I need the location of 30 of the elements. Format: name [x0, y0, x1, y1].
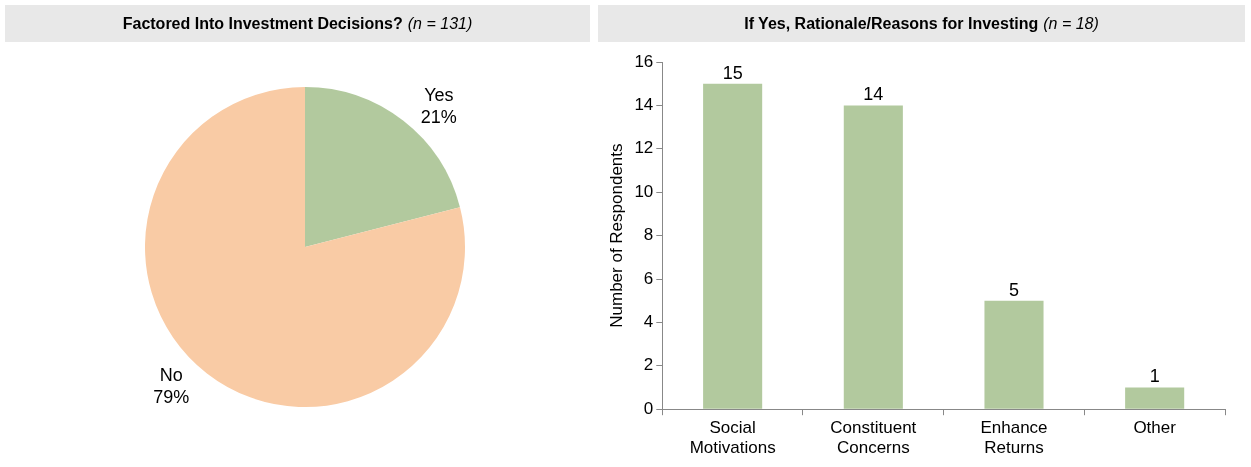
data-label: 1: [1149, 366, 1160, 387]
y-tick-label: 0: [643, 398, 654, 418]
y-tick-label: 8: [643, 225, 654, 245]
chart-subtitle: (n = 131): [407, 14, 473, 33]
y-axis-title: Number of Respondents: [606, 143, 626, 328]
slice-label: No: [159, 364, 183, 385]
bar: [984, 300, 1044, 409]
chart-title: Factored Into Investment Decisions?: [122, 14, 403, 33]
bar: [703, 83, 763, 409]
data-label: 79%: [153, 386, 190, 407]
y-tick-label: 10: [634, 181, 654, 201]
bar: [843, 105, 903, 409]
data-label: 5: [1008, 279, 1019, 300]
y-tick-label: 4: [643, 312, 654, 332]
y-tick-label: 14: [634, 95, 654, 115]
x-tick-label: Enhance Returns: [980, 418, 1048, 458]
x-tick-label: Constituent Concerns: [830, 418, 917, 458]
x-tick-label: Social Motivations: [689, 418, 776, 458]
data-label: 15: [722, 62, 743, 83]
chart-subtitle: (n = 18): [1043, 14, 1099, 33]
x-tick-label: Other: [1133, 418, 1177, 438]
y-tick-label: 2: [643, 355, 654, 375]
chart-title: If Yes, Rationale/Reasons for Investing: [744, 14, 1039, 33]
y-tick-label: 12: [634, 138, 654, 158]
data-label: 21%: [420, 107, 457, 128]
slice-label: Yes: [424, 85, 454, 106]
y-tick-label: 6: [643, 268, 654, 288]
bar: [1125, 387, 1185, 409]
y-tick-label: 16: [634, 51, 654, 71]
data-label: 14: [863, 84, 884, 105]
